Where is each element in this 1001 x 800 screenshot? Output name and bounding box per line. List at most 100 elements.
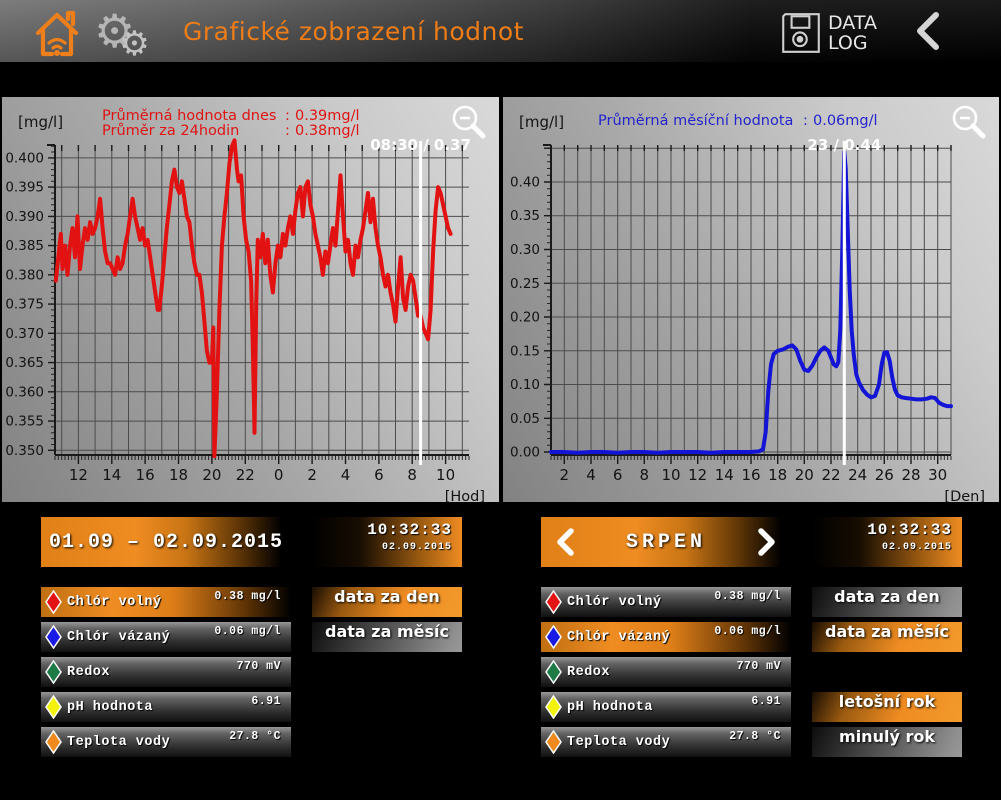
parameter-label: pH hodnota xyxy=(567,700,654,715)
svg-text::: : xyxy=(285,108,290,124)
parameter-label: Chlór vázaný xyxy=(67,630,171,645)
clock-date: 02.09.2015 xyxy=(881,542,952,553)
parameter-value: 0.38 mg/l xyxy=(214,590,281,603)
svg-text:0.15: 0.15 xyxy=(510,343,540,359)
svg-text:[Den]: [Den] xyxy=(944,489,985,502)
svg-text:18: 18 xyxy=(768,466,787,484)
parameter-value: 0.38 mg/l xyxy=(714,590,781,603)
svg-text:0.10: 0.10 xyxy=(510,377,540,393)
svg-text:0.350: 0.350 xyxy=(5,443,44,459)
svg-text:26: 26 xyxy=(875,466,894,484)
diamond-icon xyxy=(45,590,62,614)
svg-text:[mg/l]: [mg/l] xyxy=(18,113,63,131)
parameter-value: 27.8 °C xyxy=(229,730,281,743)
svg-text:0.385: 0.385 xyxy=(5,238,44,254)
svg-text:0.370: 0.370 xyxy=(5,326,44,342)
svg-text:0.35: 0.35 xyxy=(510,208,540,224)
svg-text:6: 6 xyxy=(374,466,384,484)
svg-text:20: 20 xyxy=(795,466,814,484)
svg-text:2: 2 xyxy=(307,466,317,484)
parameter-row[interactable]: Chlór vázaný 0.06 mg/l xyxy=(41,622,291,652)
svg-text:0.30: 0.30 xyxy=(510,242,540,258)
header-bar: ⚙⚙ Grafické zobrazení hodnot DATA LOG xyxy=(0,0,1001,64)
settings-gears-icon[interactable]: ⚙⚙ xyxy=(94,4,150,64)
svg-text:[mg/l]: [mg/l] xyxy=(519,113,564,131)
diamond-icon xyxy=(45,625,62,649)
svg-text:14: 14 xyxy=(102,466,121,484)
parameter-row[interactable]: pH hodnota 6.91 xyxy=(41,692,291,722)
monthly-view-buttons: data za den data za měsíc xyxy=(812,587,962,657)
svg-text:16: 16 xyxy=(136,466,155,484)
svg-text:0.375: 0.375 xyxy=(5,297,44,313)
datalog-button[interactable]: DATA LOG xyxy=(778,10,877,56)
button-data-za-den[interactable]: data za den xyxy=(812,587,962,617)
svg-text:0.40: 0.40 xyxy=(510,175,540,191)
svg-text:4: 4 xyxy=(341,466,351,484)
month-label: SRPEN xyxy=(625,530,706,554)
parameter-label: Chlór vázaný xyxy=(567,630,671,645)
button-data-za-m-s-c[interactable]: data za měsíc xyxy=(312,622,462,652)
page-title: Grafické zobrazení hodnot xyxy=(183,17,524,46)
parameter-label: Teplota vody xyxy=(67,735,171,750)
svg-text:8: 8 xyxy=(640,466,650,484)
clock-time: 10:32:33 xyxy=(867,521,952,539)
parameter-row[interactable]: pH hodnota 6.91 xyxy=(541,692,791,722)
diamond-icon xyxy=(545,590,562,614)
button-data-za-den[interactable]: data za den xyxy=(312,587,462,617)
parameter-label: Redox xyxy=(67,665,111,680)
svg-text:22: 22 xyxy=(821,466,840,484)
svg-text:0.365: 0.365 xyxy=(5,355,44,371)
diamond-icon xyxy=(45,695,62,719)
parameter-label: Redox xyxy=(567,665,611,680)
parameter-row[interactable]: Redox 770 mV xyxy=(41,657,291,687)
parameter-row[interactable]: Teplota vody 27.8 °C xyxy=(41,727,291,757)
clock-display: 10:32:33 02.09.2015 xyxy=(312,517,462,567)
daily-chart[interactable]: 0.350 0.355 0.360 0.365 0.370 0.375 0.380 0.385… xyxy=(2,97,499,502)
button-minul-rok[interactable]: minulý rok xyxy=(812,727,962,757)
svg-text:0.20: 0.20 xyxy=(510,310,540,326)
diamond-icon xyxy=(545,625,562,649)
date-range-banner: 01.09 – 02.09.2015 xyxy=(41,517,291,567)
parameter-value: 0.06 mg/l xyxy=(714,625,781,638)
button-leto-n-rok[interactable]: letošní rok xyxy=(812,692,962,722)
svg-text:0.395: 0.395 xyxy=(5,180,44,196)
button-data-za-m-s-c[interactable]: data za měsíc xyxy=(812,622,962,652)
svg-text:4: 4 xyxy=(586,466,596,484)
clock-date: 02.09.2015 xyxy=(381,542,452,553)
svg-text:0.400: 0.400 xyxy=(5,150,44,166)
parameter-row[interactable]: Chlór volný 0.38 mg/l xyxy=(41,587,291,617)
svg-text:16: 16 xyxy=(741,466,760,484)
back-arrow-icon[interactable] xyxy=(908,8,952,54)
zoom-out-icon[interactable] xyxy=(447,102,491,146)
parameter-row[interactable]: Chlór volný 0.38 mg/l xyxy=(541,587,791,617)
parameter-value: 6.91 xyxy=(751,695,781,708)
svg-text:10: 10 xyxy=(661,466,680,484)
daily-parameter-list: Chlór volný 0.38 mg/l Chlór vázaný 0.06 mg/… xyxy=(41,587,291,762)
svg-text:2: 2 xyxy=(560,466,570,484)
svg-text:12: 12 xyxy=(688,466,707,484)
svg-text:0.390: 0.390 xyxy=(5,209,44,225)
monthly-chart[interactable]: 0.00 0.05 0.10 0.15 0.20 0.25 0.30 0.35 0.40 2 4 6 8… xyxy=(503,97,999,502)
year-buttons: letošní rok minulý rok xyxy=(812,692,962,762)
zoom-out-icon[interactable] xyxy=(947,102,991,146)
month-selector-banner: SRPEN xyxy=(541,517,791,567)
parameter-row[interactable]: Teplota vody 27.8 °C xyxy=(541,727,791,757)
parameter-value: 770 mV xyxy=(736,660,781,673)
svg-text:18: 18 xyxy=(169,466,188,484)
svg-text::: : xyxy=(803,113,808,129)
svg-text:8: 8 xyxy=(407,466,417,484)
floppy-disk-icon xyxy=(782,13,820,53)
svg-text:23 / 0.44: 23 / 0.44 xyxy=(807,136,881,154)
parameter-value: 770 mV xyxy=(236,660,281,673)
date-range-label: 01.09 – 02.09.2015 xyxy=(48,530,284,554)
parameter-row[interactable]: Chlór vázaný 0.06 mg/l xyxy=(541,622,791,652)
next-month-icon[interactable] xyxy=(755,528,777,556)
svg-text:28: 28 xyxy=(901,466,920,484)
svg-text:0.38mg/l: 0.38mg/l xyxy=(295,123,360,139)
previous-month-icon[interactable] xyxy=(555,528,577,556)
diamond-icon xyxy=(45,660,62,684)
monthly-parameter-list: Chlór volný 0.38 mg/l Chlór vázaný 0.06 mg/… xyxy=(541,587,791,762)
home-icon[interactable] xyxy=(28,4,86,60)
parameter-row[interactable]: Redox 770 mV xyxy=(541,657,791,687)
svg-text:6: 6 xyxy=(613,466,623,484)
